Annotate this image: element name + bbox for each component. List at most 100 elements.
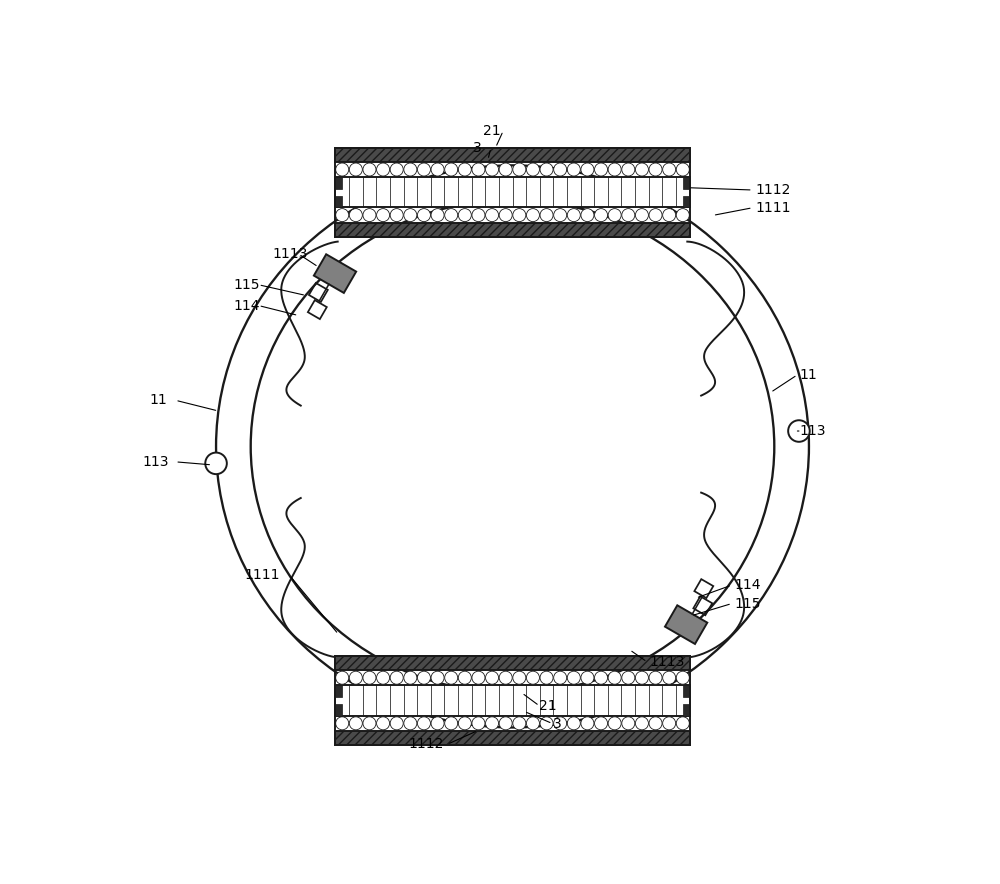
Bar xyxy=(693,597,712,615)
Circle shape xyxy=(554,163,567,176)
Bar xyxy=(683,705,690,715)
Circle shape xyxy=(458,671,471,684)
Circle shape xyxy=(554,671,567,684)
Circle shape xyxy=(567,209,580,222)
Bar xyxy=(314,255,356,293)
Bar xyxy=(335,656,690,745)
Circle shape xyxy=(608,671,621,684)
Circle shape xyxy=(363,671,376,684)
Circle shape xyxy=(554,717,567,730)
Circle shape xyxy=(608,717,621,730)
Circle shape xyxy=(472,163,485,176)
Circle shape xyxy=(649,209,662,222)
Circle shape xyxy=(349,671,362,684)
Circle shape xyxy=(663,717,676,730)
Circle shape xyxy=(417,209,430,222)
Circle shape xyxy=(363,163,376,176)
Circle shape xyxy=(663,163,676,176)
Text: 113: 113 xyxy=(799,424,825,438)
Bar xyxy=(694,579,713,598)
Circle shape xyxy=(445,717,458,730)
Bar xyxy=(335,196,342,208)
Circle shape xyxy=(431,163,444,176)
Circle shape xyxy=(377,717,390,730)
Bar xyxy=(309,283,328,302)
Text: 1112: 1112 xyxy=(755,183,790,197)
Circle shape xyxy=(377,671,390,684)
Circle shape xyxy=(513,163,526,176)
Circle shape xyxy=(404,163,417,176)
Circle shape xyxy=(540,671,553,684)
Circle shape xyxy=(608,163,621,176)
Circle shape xyxy=(363,209,376,222)
Circle shape xyxy=(635,163,648,176)
Text: 115: 115 xyxy=(734,597,761,611)
Text: 113: 113 xyxy=(143,455,169,469)
Circle shape xyxy=(349,717,362,730)
Bar xyxy=(308,301,327,319)
Circle shape xyxy=(417,671,430,684)
Circle shape xyxy=(205,453,227,474)
Circle shape xyxy=(336,163,349,176)
Circle shape xyxy=(499,209,512,222)
Circle shape xyxy=(336,209,349,222)
Circle shape xyxy=(513,671,526,684)
Circle shape xyxy=(526,163,539,176)
Circle shape xyxy=(581,717,594,730)
Circle shape xyxy=(513,209,526,222)
Circle shape xyxy=(404,717,417,730)
Circle shape xyxy=(472,209,485,222)
Circle shape xyxy=(526,209,539,222)
Circle shape xyxy=(499,163,512,176)
Circle shape xyxy=(649,717,662,730)
Circle shape xyxy=(622,671,635,684)
Bar xyxy=(335,731,690,745)
Text: 114: 114 xyxy=(734,578,761,592)
Circle shape xyxy=(526,671,539,684)
Bar xyxy=(683,196,690,208)
Text: 115: 115 xyxy=(234,278,260,292)
Circle shape xyxy=(540,717,553,730)
Bar xyxy=(335,685,342,697)
Circle shape xyxy=(513,717,526,730)
Circle shape xyxy=(608,209,621,222)
Circle shape xyxy=(445,671,458,684)
Circle shape xyxy=(458,209,471,222)
Circle shape xyxy=(622,717,635,730)
Circle shape xyxy=(336,671,349,684)
Circle shape xyxy=(581,671,594,684)
Text: 1112: 1112 xyxy=(409,737,444,751)
Circle shape xyxy=(349,163,362,176)
Circle shape xyxy=(649,163,662,176)
Circle shape xyxy=(676,163,689,176)
Circle shape xyxy=(635,209,648,222)
Bar xyxy=(335,705,342,715)
Circle shape xyxy=(567,163,580,176)
Bar xyxy=(683,685,690,697)
Circle shape xyxy=(417,717,430,730)
Text: 11: 11 xyxy=(799,368,817,382)
Circle shape xyxy=(663,671,676,684)
Circle shape xyxy=(377,209,390,222)
Circle shape xyxy=(404,671,417,684)
Circle shape xyxy=(431,671,444,684)
Circle shape xyxy=(458,717,471,730)
Circle shape xyxy=(404,209,417,222)
Bar xyxy=(683,178,690,188)
Circle shape xyxy=(486,671,499,684)
Bar xyxy=(665,606,707,644)
Circle shape xyxy=(445,209,458,222)
Circle shape xyxy=(472,717,485,730)
Text: 1113: 1113 xyxy=(272,247,308,261)
Circle shape xyxy=(390,717,403,730)
Circle shape xyxy=(472,671,485,684)
Text: 3: 3 xyxy=(472,141,481,155)
Circle shape xyxy=(417,163,430,176)
Circle shape xyxy=(390,209,403,222)
Bar xyxy=(335,148,690,237)
Circle shape xyxy=(486,209,499,222)
Bar xyxy=(335,685,690,715)
Circle shape xyxy=(595,717,608,730)
Circle shape xyxy=(581,163,594,176)
Circle shape xyxy=(431,209,444,222)
